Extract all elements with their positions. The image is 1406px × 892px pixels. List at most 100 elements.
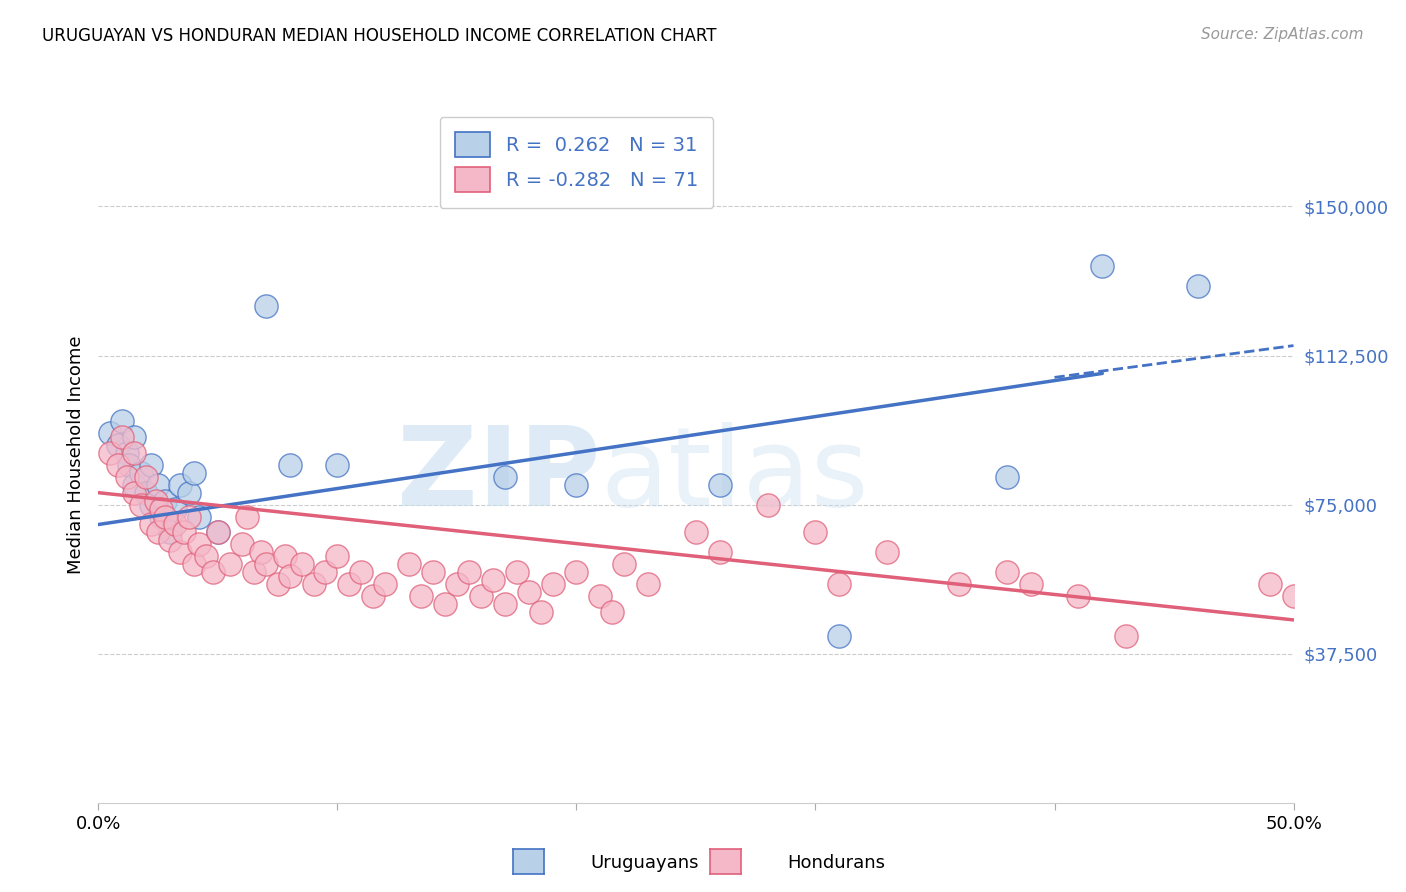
Point xyxy=(254,299,277,313)
Point xyxy=(145,493,167,508)
Point xyxy=(589,589,612,603)
Point xyxy=(290,558,312,572)
Point xyxy=(422,565,444,579)
Point xyxy=(541,577,564,591)
Text: URUGUAYAN VS HONDURAN MEDIAN HOUSEHOLD INCOME CORRELATION CHART: URUGUAYAN VS HONDURAN MEDIAN HOUSEHOLD I… xyxy=(42,27,717,45)
Point xyxy=(173,525,195,540)
Point xyxy=(124,485,146,500)
Point xyxy=(155,509,177,524)
Point xyxy=(709,477,731,491)
Point xyxy=(494,597,516,611)
Point xyxy=(363,589,385,603)
Point xyxy=(804,525,827,540)
Point xyxy=(278,458,301,472)
Point xyxy=(613,558,636,572)
Point xyxy=(326,549,349,564)
Point xyxy=(163,501,186,516)
Point xyxy=(124,446,146,460)
Point xyxy=(446,577,468,591)
Point xyxy=(470,589,492,603)
Text: Source: ZipAtlas.com: Source: ZipAtlas.com xyxy=(1201,27,1364,42)
Point xyxy=(481,573,505,587)
Point xyxy=(243,565,266,579)
Point xyxy=(98,446,122,460)
Point xyxy=(517,585,540,599)
Point xyxy=(202,565,225,579)
Point xyxy=(111,414,134,428)
Point xyxy=(155,493,177,508)
Point xyxy=(600,605,623,619)
Point xyxy=(398,558,420,572)
Point xyxy=(115,446,138,460)
Point xyxy=(250,545,273,559)
Point xyxy=(274,549,297,564)
Point xyxy=(183,558,205,572)
Point xyxy=(187,509,209,524)
Point xyxy=(302,577,325,591)
Point xyxy=(995,470,1018,484)
Point xyxy=(124,477,146,491)
Point xyxy=(179,485,201,500)
Point xyxy=(139,458,162,472)
Y-axis label: Median Household Income: Median Household Income xyxy=(66,335,84,574)
Point xyxy=(194,549,217,564)
Point xyxy=(267,577,290,591)
Point xyxy=(1019,577,1042,591)
Point xyxy=(565,477,588,491)
Point xyxy=(374,577,396,591)
Point xyxy=(148,525,170,540)
Point xyxy=(828,629,851,643)
Point xyxy=(179,509,201,524)
Point xyxy=(149,501,172,516)
Point xyxy=(149,509,172,524)
Point xyxy=(337,577,360,591)
Point xyxy=(107,458,129,472)
Point xyxy=(1282,589,1305,603)
Point xyxy=(1258,577,1281,591)
Point xyxy=(433,597,456,611)
Point xyxy=(458,565,481,579)
Point xyxy=(98,425,122,440)
Point xyxy=(163,517,186,532)
Text: ZIP: ZIP xyxy=(396,422,600,529)
Point xyxy=(207,525,229,540)
Point xyxy=(828,577,851,591)
Point xyxy=(131,498,153,512)
Point xyxy=(107,438,129,452)
Point xyxy=(159,533,181,548)
Point xyxy=(187,537,209,551)
Text: atlas: atlas xyxy=(600,422,869,529)
Point xyxy=(506,565,529,579)
Point xyxy=(1067,589,1090,603)
Point xyxy=(1115,629,1137,643)
Point xyxy=(159,525,181,540)
Point xyxy=(111,430,134,444)
Point xyxy=(254,558,277,572)
Point xyxy=(709,545,731,559)
Text: Hondurans: Hondurans xyxy=(787,855,886,872)
Point xyxy=(219,558,242,572)
Point xyxy=(995,565,1018,579)
Point xyxy=(148,477,170,491)
Point xyxy=(948,577,970,591)
Point xyxy=(169,545,191,559)
Point xyxy=(315,565,337,579)
Point xyxy=(565,565,588,579)
Legend: R =  0.262   N = 31, R = -0.282   N = 71: R = 0.262 N = 31, R = -0.282 N = 71 xyxy=(440,117,713,208)
Point xyxy=(685,525,707,540)
Point xyxy=(350,565,373,579)
Point xyxy=(637,577,659,591)
Point xyxy=(135,485,157,500)
Point xyxy=(124,430,146,444)
Point xyxy=(131,466,153,480)
Point xyxy=(529,605,551,619)
Point xyxy=(235,509,257,524)
Point xyxy=(231,537,253,551)
Text: Uruguayans: Uruguayans xyxy=(591,855,699,872)
Point xyxy=(183,466,205,480)
Point xyxy=(1187,279,1209,293)
Point xyxy=(169,477,191,491)
Point xyxy=(139,517,162,532)
Point xyxy=(115,470,138,484)
Point xyxy=(278,569,301,583)
